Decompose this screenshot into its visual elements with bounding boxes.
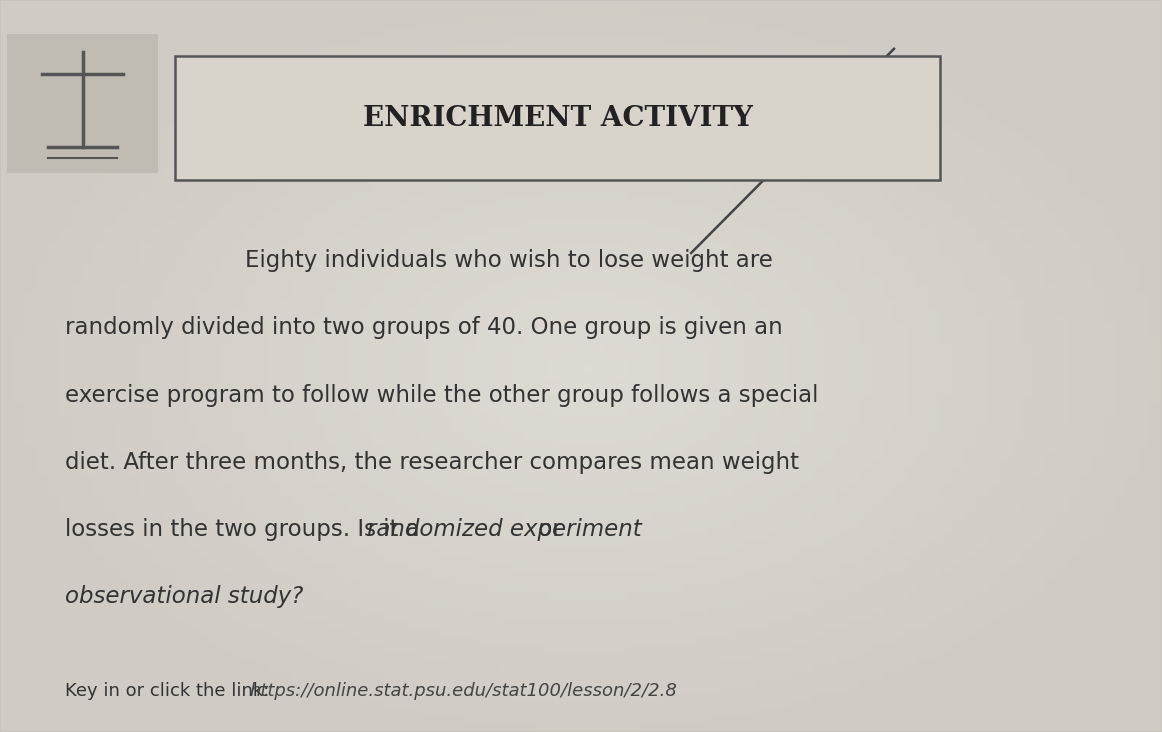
Text: ENRICHMENT ACTIVITY: ENRICHMENT ACTIVITY bbox=[363, 105, 753, 132]
FancyBboxPatch shape bbox=[7, 34, 158, 173]
Text: diet. After three months, the researcher compares mean weight: diet. After three months, the researcher… bbox=[65, 451, 799, 474]
FancyBboxPatch shape bbox=[175, 56, 940, 180]
Text: Key in or click the link:: Key in or click the link: bbox=[65, 681, 281, 700]
Text: https://online.stat.psu.edu/stat100/lesson/2/2.8: https://online.stat.psu.edu/stat100/less… bbox=[250, 681, 677, 700]
Text: randomized experiment: randomized experiment bbox=[367, 518, 641, 541]
Text: or: or bbox=[531, 518, 561, 541]
Text: exercise program to follow while the other group follows a special: exercise program to follow while the oth… bbox=[65, 384, 818, 406]
Text: losses in the two groups. Is it a: losses in the two groups. Is it a bbox=[65, 518, 426, 541]
Text: observational study?: observational study? bbox=[65, 585, 303, 608]
Text: randomly divided into two groups of 40. One group is given an: randomly divided into two groups of 40. … bbox=[65, 316, 783, 340]
Text: Eighty individuals who wish to lose weight are: Eighty individuals who wish to lose weig… bbox=[245, 250, 773, 272]
